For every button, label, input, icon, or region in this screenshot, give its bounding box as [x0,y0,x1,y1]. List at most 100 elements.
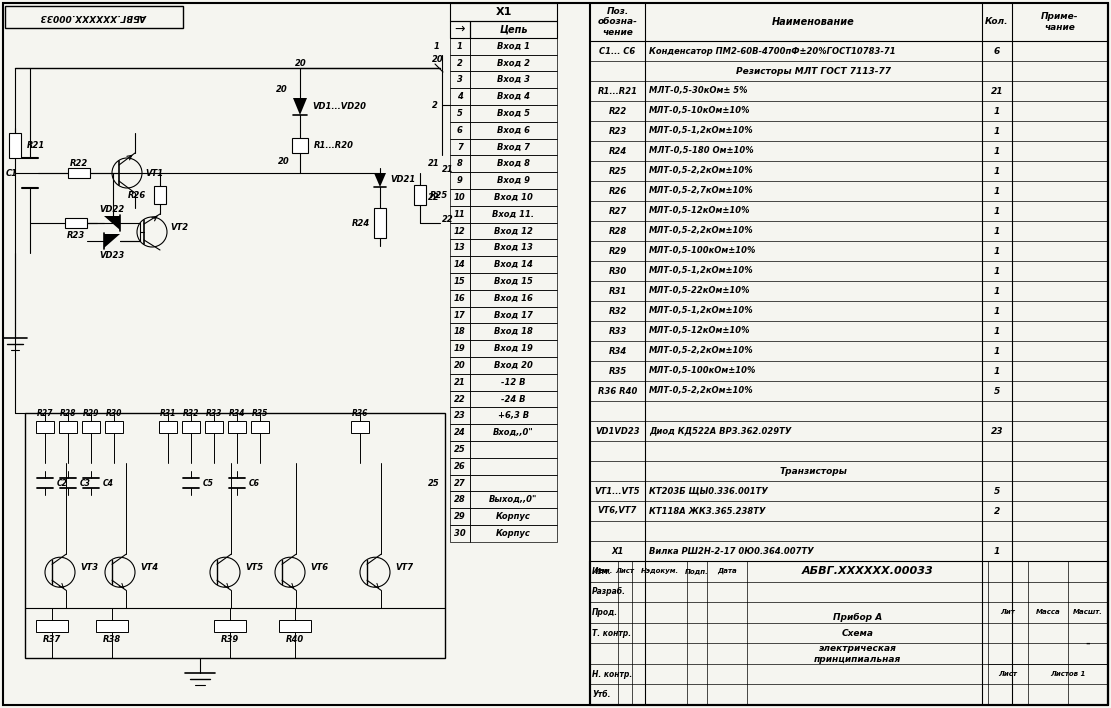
Bar [450,525,470,542]
Text: 11: 11 [454,210,466,219]
Text: C2: C2 [57,479,68,488]
Bar [470,474,557,491]
Text: МЛТ-0,5-100кОм±10%: МЛТ-0,5-100кОм±10% [649,367,757,375]
Text: 4: 4 [457,92,463,101]
Text: →: → [454,23,466,36]
Text: 20: 20 [296,59,307,67]
Text: 2: 2 [457,59,463,67]
Bar [106,421,123,433]
Bar [450,155,470,172]
Text: Лист: Лист [615,569,634,574]
Text: 6: 6 [457,126,463,135]
Text: R40: R40 [286,636,304,644]
Text: R36 R40: R36 R40 [598,387,638,396]
Text: 13: 13 [454,244,466,252]
Text: R21: R21 [27,141,46,150]
Text: Дата: Дата [717,568,737,574]
Bar [59,421,77,433]
Text: МЛТ-0,5-2,2кОм±10%: МЛТ-0,5-2,2кОм±10% [649,346,753,355]
Text: Масшт.: Масшт. [1073,610,1103,615]
Bar [470,155,557,172]
Bar [470,424,557,441]
Text: 1: 1 [994,287,1000,295]
Text: VD23: VD23 [99,251,124,260]
Text: электрическая: электрическая [819,644,897,653]
Text: R26: R26 [128,190,146,200]
Text: 21: 21 [991,86,1003,96]
Text: 1: 1 [994,106,1000,115]
Bar [182,421,200,433]
Text: R29: R29 [83,409,99,418]
Text: Выход,,0": Выход,,0" [489,496,538,504]
Text: Корпус: Корпус [497,512,531,521]
Text: Конденсатор ПМ2-60В-4700пФ±20%ГОСТ10783-71: Конденсатор ПМ2-60В-4700пФ±20%ГОСТ10783-… [649,47,895,55]
Bar [470,374,557,391]
Text: Вход,,0": Вход,,0" [493,428,534,437]
Bar [470,239,557,256]
Text: Прод.: Прод. [592,608,618,617]
Text: Вход 9: Вход 9 [497,176,530,185]
Bar [36,421,54,433]
Text: R23: R23 [67,231,86,239]
Text: АБВГ.XXXXXX.00033: АБВГ.XXXXXX.00033 [41,13,148,21]
Text: -24 В: -24 В [501,394,526,404]
Text: КТ118А ЖКЗ.365.238ТУ: КТ118А ЖКЗ.365.238ТУ [649,506,765,515]
Text: МЛТ-0,5-22кОм±10%: МЛТ-0,5-22кОм±10% [649,287,751,295]
Text: 23: 23 [454,411,466,421]
Text: МЛТ-0,5-12кОм±10%: МЛТ-0,5-12кОм±10% [649,326,751,336]
Text: C1: C1 [6,169,18,178]
Bar [470,508,557,525]
Text: 2: 2 [994,506,1000,515]
Bar [36,620,68,632]
Bar [470,21,557,38]
Text: R22: R22 [609,106,627,115]
Text: VD1...VD20: VD1...VD20 [312,102,366,111]
Bar [450,374,470,391]
Polygon shape [104,234,120,248]
Text: VD1VD23: VD1VD23 [595,426,640,435]
Text: Нэдокум.: Нэдокум. [640,569,679,574]
Text: МЛТ-0,5-100кОм±10%: МЛТ-0,5-100кОм±10% [649,246,757,256]
Bar [214,620,246,632]
Text: Вход 10: Вход 10 [494,193,533,202]
Bar [470,273,557,290]
Text: 16: 16 [454,294,466,303]
Text: VD21: VD21 [390,176,416,185]
Text: R23: R23 [609,127,627,135]
Bar [450,458,470,474]
Bar [470,55,557,72]
Bar [206,421,223,433]
Bar [450,72,470,88]
Text: 15: 15 [454,277,466,286]
Text: 10: 10 [454,193,466,202]
Text: VT2: VT2 [170,222,188,232]
Bar [470,222,557,239]
Text: Листов 1: Листов 1 [1050,671,1085,677]
Text: МЛТ-0,5-2,2кОм±10%: МЛТ-0,5-2,2кОм±10% [649,166,753,176]
Text: R27: R27 [609,207,627,215]
Bar [470,88,557,105]
Text: X1: X1 [496,7,512,17]
Text: Вход 2: Вход 2 [497,59,530,67]
Text: 27: 27 [454,479,466,488]
Text: Корпус: Корпус [497,529,531,538]
Text: 9: 9 [457,176,463,185]
Text: VT1: VT1 [146,169,163,178]
Text: МЛТ-0,5-1,2кОм±10%: МЛТ-0,5-1,2кОм±10% [649,127,753,135]
Text: 28: 28 [454,496,466,504]
Text: Прибор А: Прибор А [833,613,882,622]
Text: VT6,VT7: VT6,VT7 [598,506,638,515]
Text: Изм.: Изм. [592,567,612,576]
Text: Вход 5: Вход 5 [497,109,530,118]
Bar [470,525,557,542]
Bar [450,273,470,290]
Text: Цепь: Цепь [499,24,528,35]
Text: R34: R34 [229,409,246,418]
Text: Вход 6: Вход 6 [497,126,530,135]
Text: R25: R25 [609,166,627,176]
Text: R32: R32 [609,307,627,316]
Text: C6: C6 [249,479,260,488]
Polygon shape [293,98,307,115]
Text: R1...R21: R1...R21 [598,86,638,96]
Text: R36: R36 [352,409,368,418]
